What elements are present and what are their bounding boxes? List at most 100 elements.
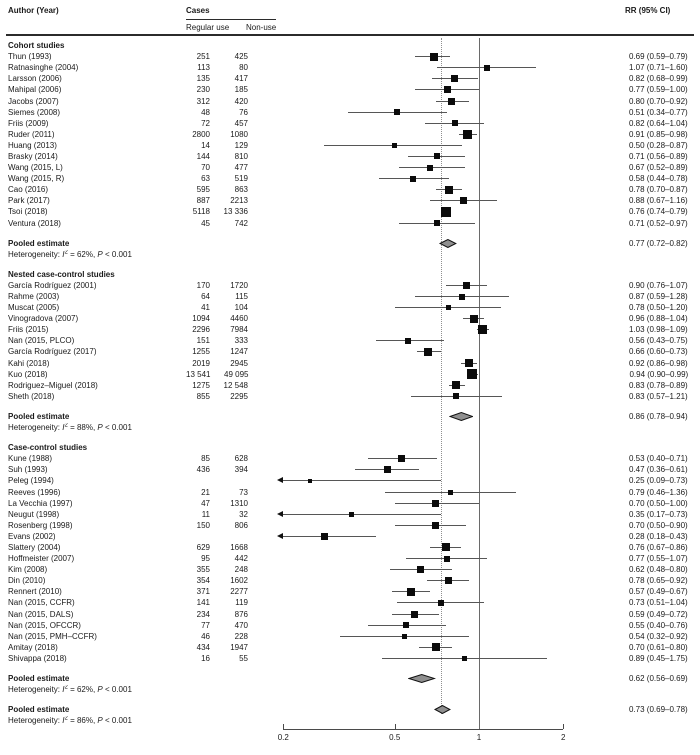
x-axis-line xyxy=(283,729,564,730)
reference-line-rr1 xyxy=(479,38,480,729)
effect-square xyxy=(441,543,450,552)
nonuse-cases-cell: 425 xyxy=(234,52,248,62)
section-row: Cohort studies xyxy=(0,40,700,51)
pooled-row: Pooled estimate 0.62 (0.56–0.69) xyxy=(0,673,700,684)
regular-cases-cell: 70 xyxy=(201,163,210,173)
regular-cases-cell: 887 xyxy=(196,196,210,206)
effect-square xyxy=(478,325,488,335)
regular-cases-cell: 151 xyxy=(196,336,210,346)
regular-cases-cell: 150 xyxy=(196,520,210,530)
column-header-cases: Cases xyxy=(186,6,210,15)
author-cell: Brasky (2014) xyxy=(8,151,58,161)
regular-cases-cell: 47 xyxy=(201,498,210,508)
column-header-regular-use: Regular use xyxy=(186,23,230,32)
regular-cases-cell: 113 xyxy=(197,63,210,73)
plot-cell xyxy=(248,673,625,684)
plot-cell xyxy=(248,324,625,335)
ci-line xyxy=(283,535,377,537)
rr-ci-cell: 0.78 (0.50–1.20) xyxy=(629,303,688,313)
effect-square xyxy=(405,337,412,344)
author-cell: Nested case-control studies xyxy=(8,269,115,279)
study-row: Reeves (1996) 21 73 0.79 (0.46–1.36) xyxy=(0,486,700,497)
regular-cases-cell: 16 xyxy=(201,653,210,663)
study-row: Jacobs (2007) 312 420 0.80 (0.70–0.92) xyxy=(0,95,700,106)
author-cell: Hoffmeister (2007) xyxy=(8,554,75,564)
nonuse-cases-cell: 442 xyxy=(234,554,248,564)
study-row: Muscat (2005) 41 104 0.78 (0.50–1.20) xyxy=(0,302,700,313)
x-axis-tick xyxy=(563,724,565,729)
plot-cell xyxy=(248,173,625,184)
study-row: Rennert (2010) 371 2277 0.57 (0.49–0.67) xyxy=(0,586,700,597)
author-cell: Park (2017) xyxy=(8,196,50,206)
author-cell: Nan (2015, PMH–CCFR) xyxy=(8,631,97,641)
author-cell: Peleg (1994) xyxy=(8,476,54,486)
author-cell: Reeves (1996) xyxy=(8,487,61,497)
author-cell: Mahipal (2006) xyxy=(8,85,62,95)
author-cell: Jacobs (2007) xyxy=(8,96,59,106)
plot-cell xyxy=(248,575,625,586)
nonuse-cases-cell: 2277 xyxy=(230,587,248,597)
author-cell: Siemes (2008) xyxy=(8,107,61,117)
effect-square xyxy=(431,643,440,652)
author-cell: Kune (1988) xyxy=(8,454,53,464)
rr-ci-cell: 0.94 (0.90–0.99) xyxy=(629,369,689,379)
rr-ci-cell: 0.55 (0.40–0.76) xyxy=(629,620,688,630)
study-row: Friis (2009) 72 457 0.82 (0.64–1.04) xyxy=(0,118,700,129)
nonuse-cases-cell: 4460 xyxy=(230,314,248,324)
study-row: Thun (1993) 251 425 0.69 (0.59–0.79) xyxy=(0,51,700,62)
rr-ci-cell: 0.56 (0.43–0.75) xyxy=(629,336,688,346)
regular-cases-cell: 64 xyxy=(201,292,210,302)
effect-square xyxy=(394,109,401,116)
study-row: Wang (2015, L) 70 477 0.67 (0.52–0.89) xyxy=(0,162,700,173)
author-cell: Cao (2016) xyxy=(8,185,49,195)
regular-cases-cell: 85 xyxy=(201,454,210,464)
plot-cell xyxy=(248,422,625,433)
plot-cell xyxy=(248,107,625,118)
effect-square xyxy=(434,220,441,227)
effect-square xyxy=(462,655,468,661)
plot-cell xyxy=(248,335,625,346)
arrow-left-icon xyxy=(277,532,284,539)
nonuse-cases-cell: 417 xyxy=(234,74,248,84)
plot-cell xyxy=(248,631,625,642)
author-cell: Muscat (2005) xyxy=(8,303,60,313)
column-header-non-use: Non-use xyxy=(246,23,277,32)
regular-cases-cell: 230 xyxy=(196,85,210,95)
regular-cases-cell: 312 xyxy=(196,96,210,106)
rr-ci-cell: 0.90 (0.76–1.07) xyxy=(629,280,688,290)
regular-cases-cell: 1094 xyxy=(192,314,210,324)
plot-cell xyxy=(248,411,625,422)
plot-cell xyxy=(248,684,625,695)
regular-cases-cell: 63 xyxy=(201,174,210,184)
pooled-diamond xyxy=(448,411,474,421)
effect-square xyxy=(411,610,419,618)
nonuse-cases-cell: 104 xyxy=(234,303,248,313)
plot-cell xyxy=(248,453,625,464)
forest-plot-rows: Cohort studies Thun (1993) 251 425 0.69 (0.5… xyxy=(0,40,700,726)
effect-square xyxy=(432,521,440,529)
rr-ci-cell: 0.77 (0.72–0.82) xyxy=(629,238,688,248)
regular-cases-cell: 234 xyxy=(196,609,210,619)
rr-ci-cell: 0.88 (0.67–1.16) xyxy=(629,196,688,206)
author-cell: Huang (2013) xyxy=(8,140,57,150)
plot-cell xyxy=(248,129,625,140)
rr-ci-cell: 0.57 (0.49–0.67) xyxy=(629,587,688,597)
effect-square xyxy=(429,52,438,61)
plot-cell xyxy=(248,653,625,664)
author-cell: Shivappa (2018) xyxy=(8,653,67,663)
regular-cases-cell: 2019 xyxy=(192,358,210,368)
plot-cell xyxy=(248,62,625,73)
pooled-diamond xyxy=(433,705,451,715)
plot-cell xyxy=(248,564,625,575)
overall-heterogeneity-row: Heterogeneity: I2 = 86%, P < 0.001 xyxy=(0,715,700,726)
nonuse-cases-cell: 1602 xyxy=(230,576,248,586)
rr-ci-cell: 0.58 (0.44–0.78) xyxy=(629,174,688,184)
nonuse-cases-cell: 628 xyxy=(234,454,248,464)
nonuse-cases-cell: 333 xyxy=(234,336,248,346)
plot-cell xyxy=(248,509,625,520)
rr-ci-cell: 0.78 (0.65–0.92) xyxy=(629,576,688,586)
rr-ci-cell: 0.70 (0.50–0.90) xyxy=(629,520,688,530)
effect-square xyxy=(451,120,458,127)
nonuse-cases-cell: 185 xyxy=(234,85,248,95)
